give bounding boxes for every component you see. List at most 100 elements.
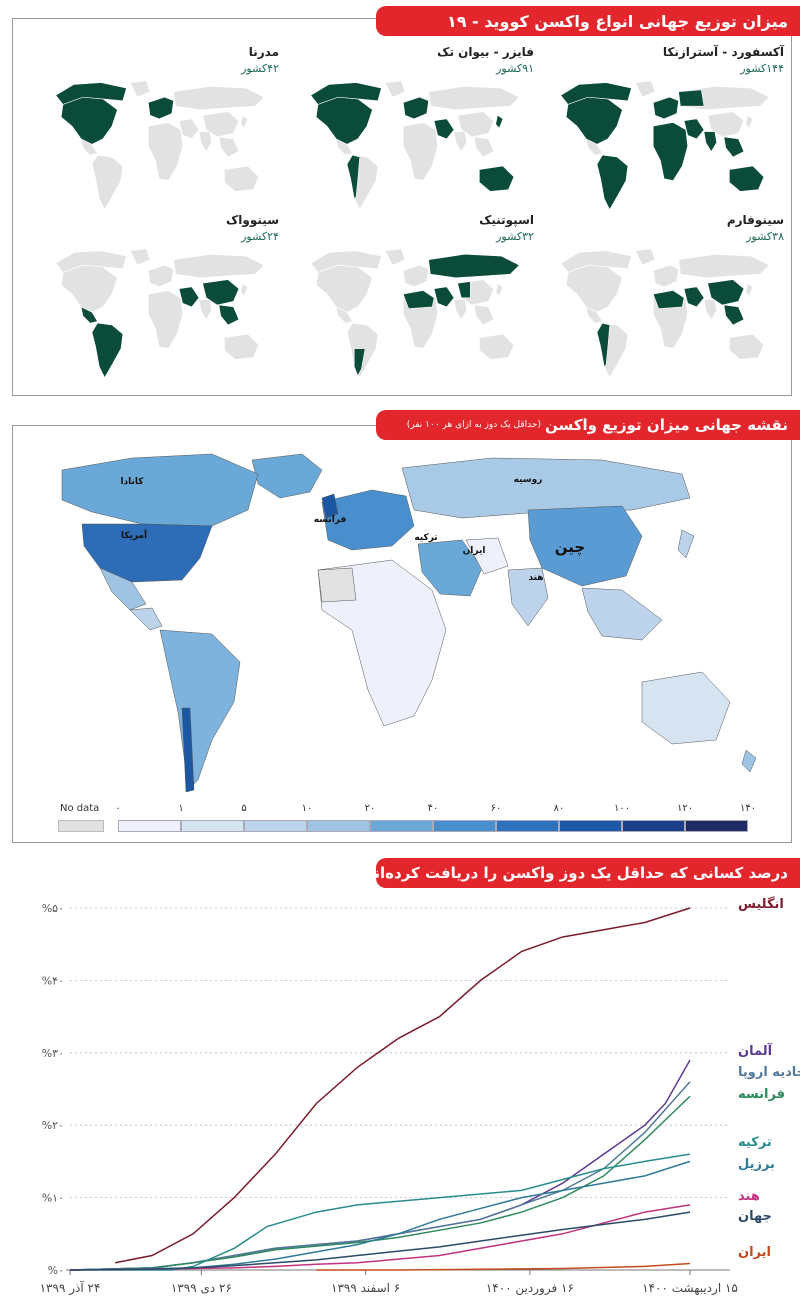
vaccine-map-0: آکسفورد - آسترازنکا ۱۴۴کشور [540, 45, 790, 215]
map-label-iran: ایران [463, 546, 486, 556]
mini-world-map [55, 248, 265, 379]
region-highlight-se_asia [218, 304, 240, 326]
vaccination-line-chart: %۰ %۱۰ %۲۰ %۳۰ %۴۰ %۵۰ ۲۴ آذر ۱۳۹۹ ۲۶ دی ۱۳۹۹ ۶ … [40, 896, 800, 1296]
world-map-title-text: نقشه جهانی میزان توزیع واکسن [544, 416, 788, 434]
region-ru [173, 253, 265, 279]
region-highlight-na [315, 96, 373, 145]
region-highlight-me [178, 286, 200, 308]
country-se-asia [581, 587, 663, 641]
map-label-france: فرانسه [314, 515, 347, 525]
legend-swatch [622, 820, 685, 832]
region-ca [560, 250, 632, 273]
vaccine-map-title: فایزر - بیوان تک [437, 45, 534, 59]
country-iran [465, 537, 509, 575]
x-tick-label: ۶ اسفند ۱۳۹۹ [331, 1281, 400, 1295]
country-south-am [159, 629, 241, 791]
legend-tick-label: ۵ [241, 803, 247, 814]
region-highlight-sa [596, 154, 629, 211]
country-nz [741, 749, 757, 773]
series-line [69, 1081, 691, 1271]
region-au [729, 333, 765, 360]
country-central-am [129, 607, 163, 631]
region-eu [402, 264, 429, 288]
region-gl [384, 248, 406, 266]
region-ru [173, 85, 265, 111]
mini-world-map [55, 80, 265, 211]
series-line [69, 1095, 691, 1271]
series-label: فرانسه [738, 1087, 785, 1102]
region-gl [634, 80, 656, 98]
vaccine-map-title: سینوواک [226, 213, 279, 227]
legend-swatch [559, 820, 622, 832]
region-gl [129, 248, 151, 266]
vaccine-map-2: مدرنا ۴۲کشور [35, 45, 285, 215]
country-uk [321, 493, 339, 519]
region-in [453, 131, 468, 153]
legend-tick-label: ۲۰ [364, 803, 376, 814]
region-highlight-sa_s [353, 348, 366, 377]
vaccine-map-3: سینوفارم ۳۸کشور [540, 213, 790, 383]
map-label-usa: آمریکا [121, 529, 148, 541]
region-au [224, 165, 260, 192]
region-cn [707, 111, 745, 138]
region-highlight-au [729, 165, 765, 192]
country-africa [317, 559, 447, 727]
region-highlight-eu [147, 96, 174, 120]
region-af [402, 122, 439, 181]
country-india [507, 567, 549, 627]
region-highlight-cn [202, 279, 240, 306]
legend-swatch [244, 820, 307, 832]
y-tick-label: %۲۰ [42, 1119, 64, 1132]
region-highlight-sa [91, 322, 124, 379]
country-japan [677, 529, 695, 559]
region-au [479, 333, 515, 360]
region-af [147, 122, 184, 181]
region-se_asia [473, 136, 495, 158]
mini-world-map [560, 248, 770, 379]
region-jp [240, 114, 249, 129]
legend-swatch [685, 820, 748, 832]
region-cn [202, 111, 240, 138]
vaccine-map-title: آکسفورد - آسترازنکا [662, 45, 784, 59]
region-se_asia [473, 304, 495, 326]
legend-nodata-swatch [58, 820, 104, 832]
region-highlight-se_asia [723, 136, 745, 158]
region-highlight-me [433, 286, 455, 308]
region-jp [240, 282, 249, 297]
region-ca [310, 250, 382, 273]
world-map-subtitle: (حداقل یک دوز به ازای هر ۱۰۰ نفر) [406, 420, 541, 430]
region-highlight-sa_w [596, 322, 610, 368]
series-line [69, 1211, 691, 1271]
region-highlight-af_n [652, 290, 685, 309]
vaccine-map-count: ۲۴کشور [241, 230, 279, 243]
region-highlight-me [683, 118, 705, 140]
series-line [70, 1153, 691, 1271]
country-nodata [317, 567, 357, 603]
legend-tick-label: ۱۰۰ [614, 803, 631, 814]
region-gl [634, 248, 656, 266]
region-highlight-jp [495, 114, 504, 129]
region-highlight-in [703, 131, 717, 153]
x-tick-label: ۲۴ آذر ۱۳۹۹ [40, 1280, 101, 1296]
y-tick-label: %۱۰ [42, 1192, 64, 1205]
world-choropleth-map: کانادا آمریکا روسیه فرانسه ترکیه ایران چین هند [61, 453, 757, 793]
vaccine-map-count: ۳۸کشور [746, 230, 784, 243]
region-highlight-me [433, 118, 455, 140]
legend-swatch [307, 820, 370, 832]
legend-swatch [496, 820, 559, 832]
country-chile [181, 707, 195, 793]
vaccine-map-4: اسپوتنیک ۳۲کشور [290, 213, 540, 383]
region-gl [384, 80, 406, 98]
region-highlight-ca [560, 82, 632, 105]
map-label-canada: کانادا [120, 477, 144, 487]
region-in [703, 299, 718, 321]
legend-tick-label: ۴۰ [427, 803, 439, 814]
region-highlight-cn_w [457, 281, 471, 299]
series-label: آلمان [738, 1042, 773, 1059]
region-highlight-na [60, 96, 118, 145]
region-highlight-af_n [402, 290, 435, 309]
region-se_asia [218, 136, 240, 158]
legend-swatch [370, 820, 433, 832]
country-middle-east [417, 539, 483, 597]
series-label: هند [738, 1189, 760, 1204]
